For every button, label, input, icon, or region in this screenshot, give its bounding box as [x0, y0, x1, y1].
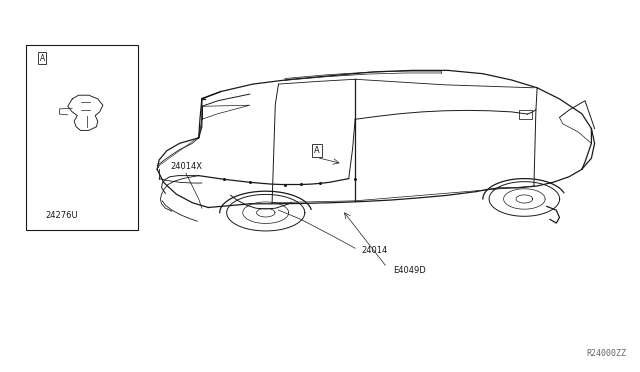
Text: A: A — [314, 146, 320, 155]
Text: 24014X: 24014X — [170, 162, 202, 171]
Text: R24000ZZ: R24000ZZ — [586, 349, 627, 358]
Bar — [26, 45, 138, 231]
Text: 24014: 24014 — [362, 246, 388, 255]
Text: E4049D: E4049D — [394, 266, 426, 275]
Text: 24276U: 24276U — [45, 211, 77, 219]
Text: A: A — [40, 54, 45, 62]
Bar — [519, 110, 532, 119]
